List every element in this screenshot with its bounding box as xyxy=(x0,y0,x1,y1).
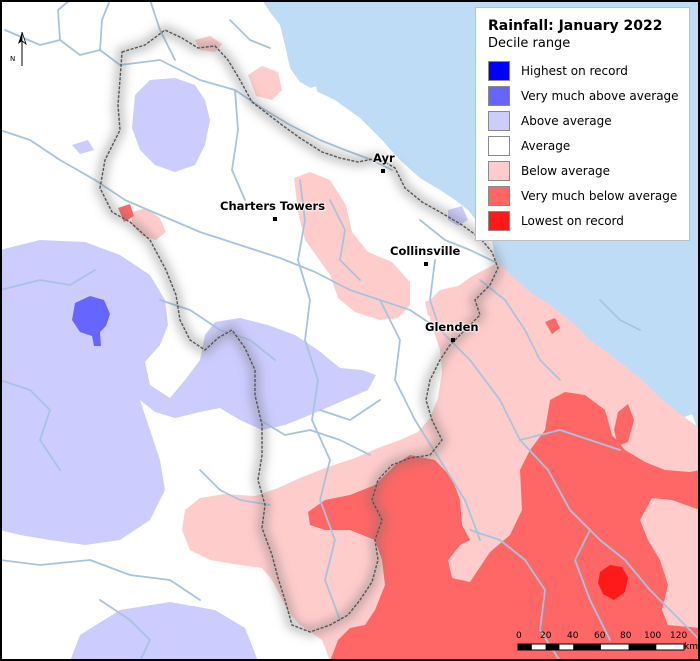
legend-item: Average xyxy=(488,133,679,158)
scale-tick-label: 40 xyxy=(567,631,579,641)
legend-swatch xyxy=(488,160,510,181)
town-marker xyxy=(381,169,385,173)
town-label-charters-towers: Charters Towers xyxy=(220,199,326,213)
scale-bar xyxy=(517,643,685,651)
very-much-above-average-region xyxy=(72,296,110,346)
legend-swatch xyxy=(488,135,510,156)
very-much-below-average-region xyxy=(614,404,634,446)
above-average-region xyxy=(132,78,210,172)
legend-label: Very much below average xyxy=(521,188,678,203)
scale-tick-label: 0 xyxy=(516,631,522,641)
above-average-region xyxy=(70,602,258,661)
region-border xyxy=(99,29,499,633)
legend-item: Lowest on record xyxy=(488,208,679,233)
scale-tick-label: 100 xyxy=(644,631,662,641)
below-average-region xyxy=(248,66,282,100)
legend-label: Above average xyxy=(521,113,612,128)
legend-item: Highest on record xyxy=(488,58,679,83)
legend-swatch xyxy=(488,85,510,106)
north-arrow-icon xyxy=(18,31,27,66)
town-marker xyxy=(424,262,428,266)
island xyxy=(305,86,318,98)
town-marker xyxy=(451,338,455,342)
legend-swatch xyxy=(488,60,510,81)
above-average-region xyxy=(72,140,94,154)
legend-item: Very much below average xyxy=(488,183,679,208)
town-label-glenden: Glenden xyxy=(425,320,479,334)
legend-label: Highest on record xyxy=(521,63,628,78)
legend-item: Below average xyxy=(488,158,679,183)
legend-swatch xyxy=(488,185,510,206)
legend-swatch xyxy=(488,210,510,231)
town-label-collinsville: Collinsville xyxy=(390,244,461,258)
scale-tick-label: 60 xyxy=(594,631,606,641)
north-label: N xyxy=(10,55,16,63)
scale-tick-label: 80 xyxy=(620,631,632,641)
map-legend: Rainfall: January 2022 Decile range High… xyxy=(475,7,690,241)
town-label-ayr: Ayr xyxy=(373,151,395,165)
legend-subtitle: Decile range xyxy=(488,36,571,51)
legend-swatch xyxy=(488,110,510,131)
legend-label: Lowest on record xyxy=(521,213,624,228)
legend-label: Average xyxy=(521,138,571,153)
town-marker xyxy=(273,217,277,221)
scale-unit-label: km xyxy=(684,642,698,652)
lowest-on-record-region xyxy=(598,565,628,600)
legend-label: Very much above average xyxy=(521,88,679,103)
below-average-region xyxy=(294,172,410,320)
region-boundary xyxy=(95,24,503,637)
very-much-below-average-region xyxy=(545,318,560,334)
scale-tick-label: 20 xyxy=(540,631,552,641)
legend-item: Above average xyxy=(488,108,679,133)
legend-label: Below average xyxy=(521,163,611,178)
scale-tick-label: 120 xyxy=(670,631,688,641)
legend-item: Very much above average xyxy=(488,83,679,108)
map-title: Rainfall: January 2022 xyxy=(488,18,663,34)
